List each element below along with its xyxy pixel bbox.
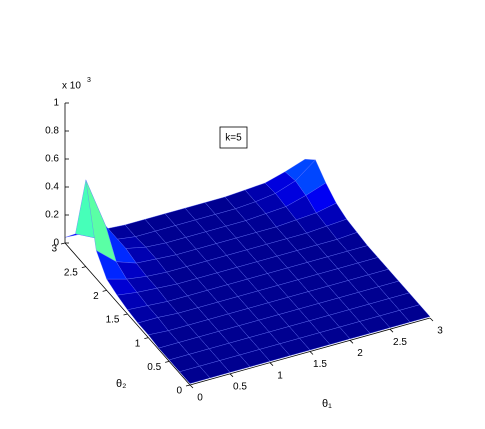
y-tick-label: 1 bbox=[135, 338, 141, 349]
x-tick bbox=[309, 351, 314, 355]
x-tick bbox=[429, 317, 434, 322]
y-tick bbox=[165, 360, 170, 363]
x-axis-label: θ₁ bbox=[322, 398, 332, 410]
z-tick-label: 1 bbox=[53, 98, 59, 109]
y-tick-label: 1.5 bbox=[106, 315, 120, 326]
x-tick bbox=[189, 384, 194, 389]
y-axis-label: θ₂ bbox=[116, 378, 126, 390]
y-tick bbox=[81, 266, 86, 269]
x-tick bbox=[229, 373, 234, 378]
z-multiplier: x 10 bbox=[62, 81, 81, 92]
y-tick-label: 0.5 bbox=[147, 362, 161, 373]
x-tick bbox=[389, 328, 394, 333]
y-tick bbox=[123, 313, 128, 316]
y-tick bbox=[185, 384, 191, 387]
x-tick-label: 1.5 bbox=[313, 359, 327, 370]
x-tick-label: 1 bbox=[277, 370, 283, 381]
y-tick-label: 2.5 bbox=[64, 267, 78, 278]
y-tick-label: 3 bbox=[51, 244, 57, 255]
z-tick-label: 0.4 bbox=[45, 182, 59, 193]
x-tick bbox=[269, 362, 274, 366]
x-tick-label: 2 bbox=[357, 348, 363, 359]
surface bbox=[64, 159, 431, 384]
x-tick-label: 0.5 bbox=[233, 381, 247, 392]
x-tick-label: 0 bbox=[197, 393, 203, 404]
annotation-box bbox=[219, 126, 248, 149]
z-exponent: 3 bbox=[87, 77, 91, 84]
y-tick-label: 0 bbox=[176, 386, 182, 397]
y-tick bbox=[60, 242, 66, 245]
x-tick-label: 2.5 bbox=[393, 337, 407, 348]
x-tick bbox=[349, 340, 354, 344]
z-tick-label: 0.2 bbox=[45, 210, 59, 221]
y-tick bbox=[102, 289, 107, 292]
annotation: k=5 bbox=[225, 133, 242, 144]
z-tick-label: 0 bbox=[53, 238, 59, 249]
z-tick-label: 0.6 bbox=[45, 154, 59, 165]
z-tick-label: 0.8 bbox=[45, 126, 59, 137]
y-tick-label: 2 bbox=[93, 291, 99, 302]
surface-cell bbox=[179, 365, 211, 384]
x-tick-label: 3 bbox=[437, 326, 443, 337]
y-tick bbox=[144, 337, 149, 340]
